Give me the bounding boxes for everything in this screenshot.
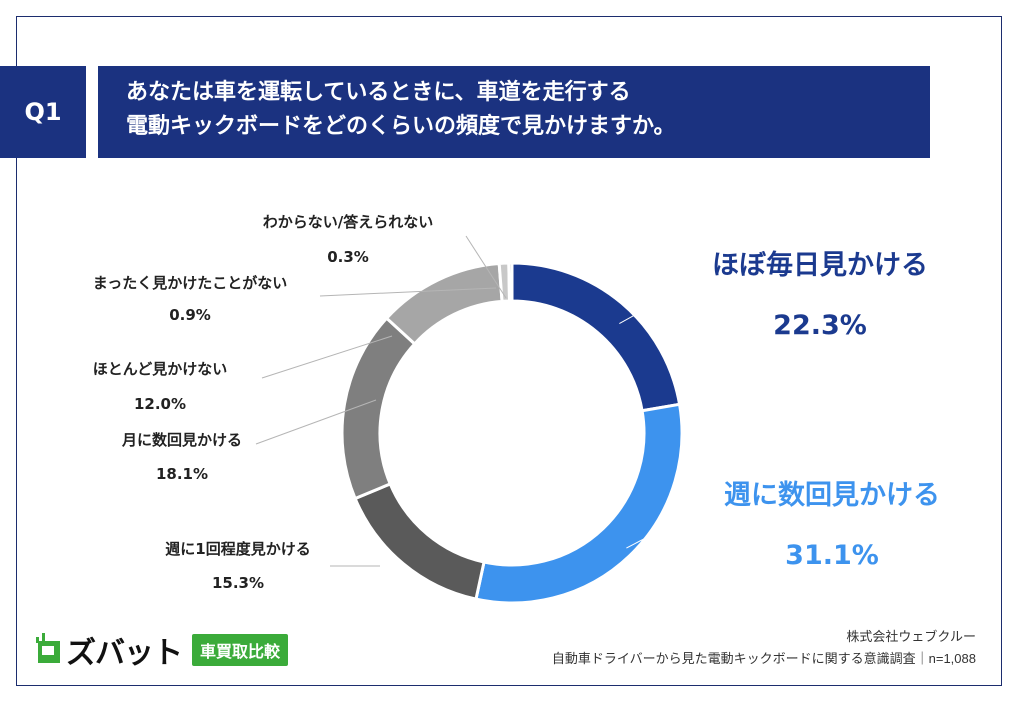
footer-company: 株式会社ウェブクルー (846, 629, 976, 644)
question-title-line1: あなたは車を運転しているときに、車道を走行する (126, 80, 631, 105)
slide-frame (16, 16, 1002, 686)
slice-value-label: 0.3% (327, 248, 369, 266)
zubat-logo: ズバット 車買取比較 (34, 626, 289, 674)
slice-value-label: 31.1% (785, 540, 879, 571)
slice-value-label: 12.0% (134, 395, 186, 413)
leader-line (465, 235, 507, 299)
slice-value-label: 18.1% (156, 465, 208, 483)
donut-slice (353, 481, 486, 601)
slice-label: 週に1回程度見かける (165, 540, 310, 558)
slice-label: わからない/答えられない (263, 213, 433, 231)
donut-slice (384, 261, 504, 346)
footer-survey: 自動車ドライバーから見た電動キックボードに関する意識調査｜n=1,088 (551, 651, 976, 666)
slice-value-label: 22.3% (773, 310, 867, 341)
leader-line (626, 519, 681, 549)
question-badge: Q1 (0, 66, 86, 158)
donut-slice (507, 261, 514, 303)
slice-value-label: 0.9% (169, 306, 211, 324)
car-logo-icon (34, 633, 64, 667)
slice-label: 週に数回見かける (724, 480, 940, 511)
slice-label: ほぼ毎日見かける (712, 250, 928, 281)
logo-tag: 車買取比較 (192, 634, 289, 666)
slice-label: 月に数回見かける (121, 431, 242, 449)
slice-label: ほとんど見かけない (93, 360, 228, 378)
leader-line (619, 289, 681, 325)
slice-value-label: 15.3% (212, 574, 264, 592)
donut-slice (474, 402, 684, 605)
leader-line (255, 399, 377, 445)
slice-label: まったく見かけたことがない (93, 274, 287, 292)
question-title: あなたは車を運転しているときに、車道を走行する 電動キックボードをどのくらいの頻… (98, 66, 930, 158)
logo-text: ズバット (66, 636, 183, 671)
leader-line (319, 287, 497, 297)
donut-slice (510, 261, 682, 413)
leader-line (261, 335, 393, 379)
question-title-line2: 電動キックボードをどのくらいの頻度で見かけますか。 (126, 114, 676, 139)
